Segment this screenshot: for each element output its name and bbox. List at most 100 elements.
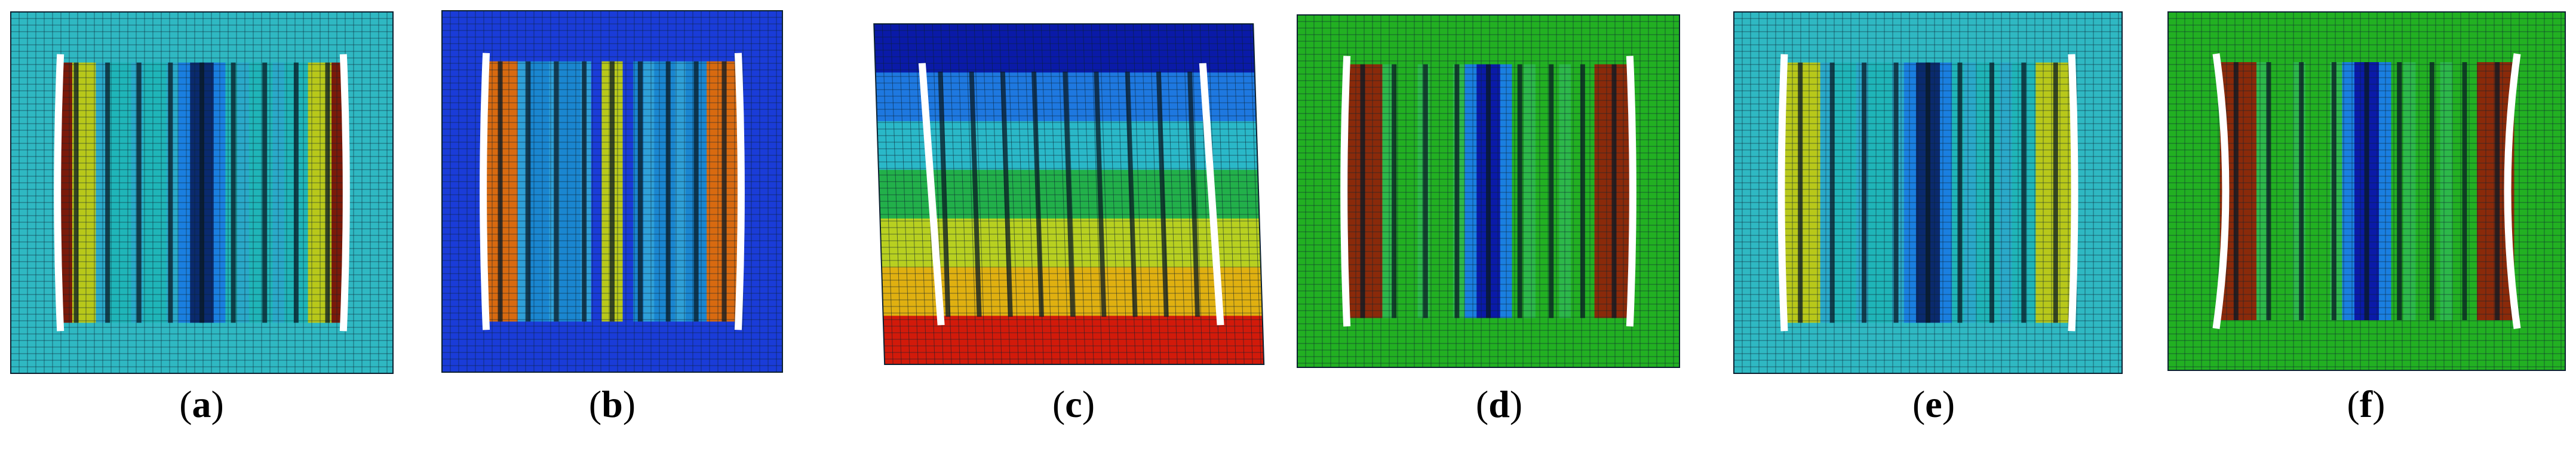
strip-f-15 <box>2403 62 2417 320</box>
strip-f-3 <box>2256 62 2270 320</box>
panel-a-mesh <box>10 11 394 374</box>
strip-f-4 <box>2268 62 2282 320</box>
stiffener-c-6 <box>1125 71 1138 317</box>
stiffener-c-3 <box>1031 71 1044 317</box>
strip-a-0 <box>60 62 73 323</box>
stiffener-f-8 <box>2495 62 2500 320</box>
strip-b-10 <box>591 61 603 322</box>
strip-e-15 <box>1964 62 1977 323</box>
strip-d-18 <box>1559 64 1572 318</box>
outline-b <box>441 10 783 373</box>
column-right-a <box>339 54 350 332</box>
stiffener-d-7 <box>1580 64 1585 318</box>
mesh-group-d <box>1297 14 1680 368</box>
strip-e-23 <box>2059 62 2073 323</box>
strip-b-2 <box>507 61 518 322</box>
strip-a-20 <box>296 62 309 323</box>
stiffener-d-5 <box>1517 64 1522 318</box>
stiffener-e-3 <box>1893 62 1899 323</box>
stiffener-e-4 <box>1926 62 1930 323</box>
caption-d-letter: d <box>1488 383 1510 425</box>
strip-f-21 <box>2477 62 2490 320</box>
strip-e-10 <box>1903 62 1917 323</box>
strip-e-7 <box>1868 62 1881 323</box>
strip-f-11 <box>2354 62 2368 320</box>
column-right-f <box>2504 53 2521 329</box>
column-right-d <box>1626 56 1637 327</box>
caption-a: (a) <box>179 383 224 425</box>
band-c-0 <box>874 24 1255 73</box>
stiffener-d-8 <box>1611 64 1617 318</box>
stiffener-a-4 <box>199 62 204 323</box>
stiffener-b-8 <box>721 61 727 322</box>
strip-f-8 <box>2317 62 2331 320</box>
stiffener-f-2 <box>2299 62 2304 320</box>
strip-e-16 <box>1976 62 1989 323</box>
stiffener-a-7 <box>293 62 299 323</box>
stiffener-b-5 <box>637 61 643 322</box>
caption-a-letter: a <box>192 383 211 425</box>
strip-e-5 <box>1844 62 1857 323</box>
panel-b: (b) <box>427 0 797 454</box>
column-left-f <box>2212 53 2230 329</box>
strip-e-21 <box>2035 62 2049 323</box>
caption-f: (f) <box>2347 383 2385 425</box>
stiffener-e-1 <box>1829 62 1835 323</box>
stiffener-f-0 <box>2233 62 2239 320</box>
stiffener-e-6 <box>1989 62 1994 323</box>
strip-d-7 <box>1429 64 1442 318</box>
caption-c-letter: c <box>1065 383 1082 425</box>
stiffener-f-4 <box>2364 62 2369 320</box>
panel-d: (d) <box>1290 0 1708 454</box>
stiffener-d-3 <box>1454 64 1460 318</box>
stiffener-e-7 <box>2021 62 2027 323</box>
stiffener-f-1 <box>2266 62 2271 320</box>
strip-e-11 <box>1915 62 1929 323</box>
panel-d-mesh <box>1297 14 1680 368</box>
panel-f: (f) <box>2156 0 2576 454</box>
strip-d-15 <box>1524 64 1536 318</box>
column-right-b <box>734 53 745 330</box>
column-left-d <box>1340 56 1351 327</box>
caption-c: (c) <box>1052 383 1095 425</box>
strip-d-21 <box>1594 64 1607 318</box>
stiffener-d-4 <box>1486 64 1491 318</box>
stiffener-c-1 <box>969 71 982 317</box>
strip-a-11 <box>190 62 202 323</box>
strip-e-4 <box>1832 62 1845 323</box>
strip-d-8 <box>1441 64 1454 318</box>
strip-f-5 <box>2280 62 2294 320</box>
strip-d-5 <box>1405 64 1419 318</box>
strip-b-7 <box>560 61 571 322</box>
strip-e-13 <box>1940 62 1953 323</box>
stiffener-f-3 <box>2331 62 2336 320</box>
stiffener-b-4 <box>610 61 615 322</box>
caption-b: (b) <box>588 383 636 425</box>
panel-e-mesh <box>1733 11 2123 374</box>
panel-e: (e) <box>1723 0 2144 454</box>
strip-f-2 <box>2244 62 2257 320</box>
strip-d-3 <box>1382 64 1395 318</box>
stiffener-d-1 <box>1392 64 1397 318</box>
panel-c-mesh <box>873 23 1265 365</box>
mesh-group-f <box>2167 11 2566 371</box>
strip-a-19 <box>284 62 297 323</box>
strip-d-19 <box>1571 64 1583 318</box>
stiffener-a-1 <box>105 62 110 323</box>
stiffener-b-0 <box>498 61 503 322</box>
outline-c <box>873 23 1265 365</box>
panel-c: (c) <box>860 0 1287 454</box>
panel-a: (a) <box>0 0 403 454</box>
strip-e-0 <box>1784 62 1797 323</box>
strip-a-23 <box>331 62 344 323</box>
stiffener-f-5 <box>2397 62 2402 320</box>
stiffener-a-6 <box>262 62 268 323</box>
stiffener-c-8 <box>1187 71 1201 317</box>
stiffener-c-5 <box>1094 71 1107 317</box>
strip-a-3 <box>96 62 109 323</box>
strip-b-18 <box>675 61 687 322</box>
caption-b-letter: b <box>601 383 623 425</box>
strip-e-3 <box>1820 62 1833 323</box>
strip-d-11 <box>1476 64 1489 318</box>
strip-d-20 <box>1582 64 1595 318</box>
